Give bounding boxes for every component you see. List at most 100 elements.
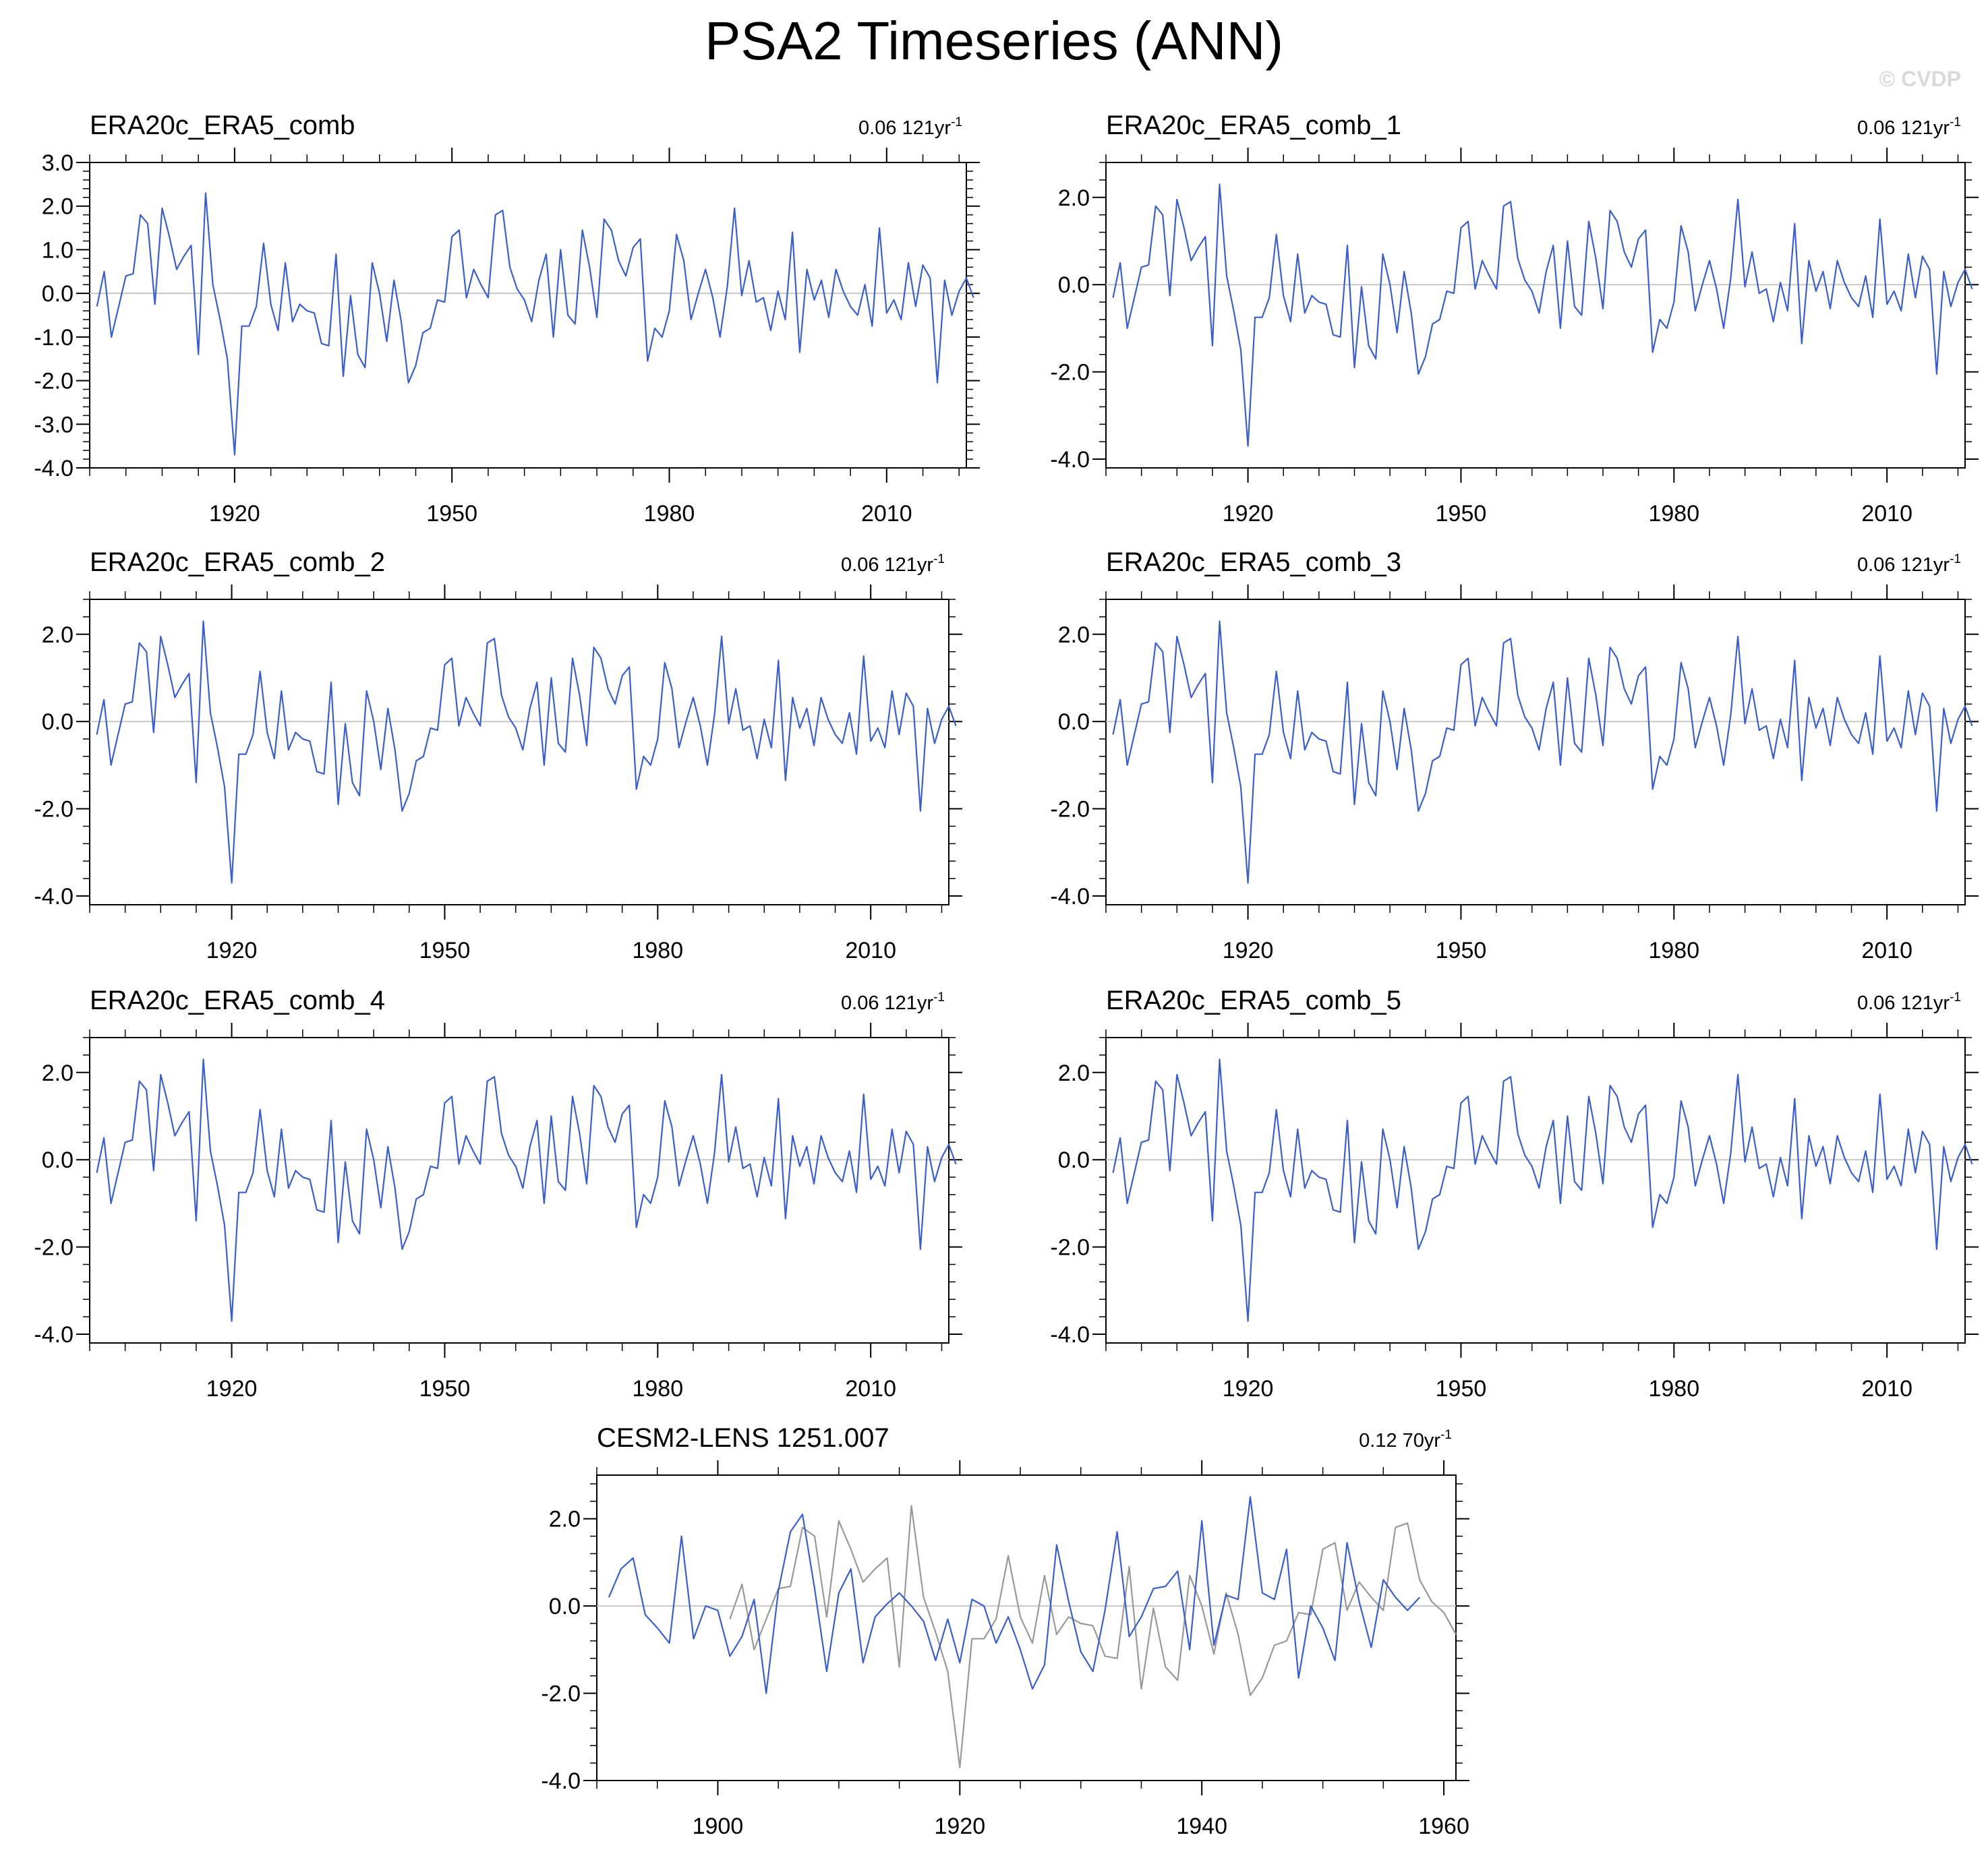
x-tick-label: 1950 — [426, 501, 477, 527]
y-tick-label: -4.0 — [34, 884, 74, 909]
x-tick-label: 1980 — [632, 1376, 683, 1402]
panel-title: ERA20c_ERA5_comb_3 — [1106, 547, 1401, 577]
x-tick-label: 1920 — [206, 938, 258, 963]
trend-value: 0.06 121yr — [858, 117, 951, 139]
obs-series-line — [96, 192, 974, 456]
y-tick-label: -2.0 — [1050, 797, 1090, 823]
x-tick-label: 1980 — [1648, 501, 1699, 527]
trend-label: 0.06 121yr-1 — [841, 990, 945, 1014]
y-tick-label: 2.0 — [1058, 622, 1090, 648]
panel-title: ERA20c_ERA5_comb_2 — [90, 547, 385, 577]
x-tick-label: 1940 — [1176, 1814, 1227, 1839]
trend-value: 0.06 121yr — [841, 554, 933, 576]
obs-series-line — [96, 620, 957, 884]
plot-frame — [89, 599, 949, 905]
x-tick-label: 1980 — [644, 501, 695, 527]
obs-series-line — [729, 1505, 1457, 1768]
obs-series-line — [96, 1058, 957, 1322]
trend-label: 0.12 70yr-1 — [1359, 1428, 1452, 1452]
x-tick-label: 2010 — [1861, 938, 1912, 963]
x-tick-label: 1920 — [1223, 938, 1274, 963]
chart-panel-3: ERA20c_ERA5_comb_3 0.06 121yr-1 2.0 0.0 -2.0… — [1050, 547, 1979, 963]
trend-label: 0.06 121yr-1 — [1857, 552, 1961, 576]
y-tick-label: 2.0 — [42, 1060, 74, 1086]
panel-title: ERA20c_ERA5_comb_5 — [1106, 986, 1401, 1015]
y-tick-label: -4.0 — [1050, 447, 1090, 473]
x-tick-label: 2010 — [845, 938, 896, 963]
y-tick-label: 2.0 — [42, 194, 74, 220]
chart-panel-4: ERA20c_ERA5_comb_4 0.06 121yr-1 2.0 0.0 -2.0… — [34, 986, 962, 1402]
y-tick-label: -4.0 — [1050, 884, 1090, 909]
y-tick-label: 2.0 — [549, 1507, 581, 1532]
x-tick-label: 1900 — [693, 1814, 744, 1839]
y-tick-label: -2.0 — [1050, 1235, 1090, 1261]
x-tick-label: 1920 — [1223, 1376, 1274, 1402]
trend-exponent: -1 — [951, 115, 962, 129]
y-tick-label: -2.0 — [541, 1681, 581, 1707]
x-tick-label: 2010 — [861, 501, 912, 527]
x-tick-label: 1980 — [1648, 1376, 1699, 1402]
y-tick-label: -4.0 — [541, 1768, 581, 1794]
model-series-line — [608, 1496, 1421, 1694]
figure-title: PSA2 Timeseries (ANN) — [705, 11, 1283, 71]
y-tick-label: 0.0 — [42, 281, 74, 307]
trend-exponent: -1 — [1950, 115, 1961, 129]
chart-panel-6: CESM2-LENS 1251.007 0.12 70yr-1 2.0 0.0 -2.0… — [541, 1423, 1469, 1839]
trend-label: 0.06 121yr-1 — [841, 552, 945, 576]
y-tick-label: 0.0 — [549, 1594, 581, 1619]
y-tick-label: -2.0 — [1050, 360, 1090, 386]
y-tick-label: 1.0 — [42, 237, 74, 263]
trend-exponent: -1 — [933, 990, 945, 1005]
plot-frame — [1105, 162, 1966, 469]
trend-value: 0.12 70yr — [1359, 1430, 1440, 1452]
trend-label: 0.06 121yr-1 — [858, 115, 962, 139]
panels: ERA20c_ERA5_comb 0.06 121yr-13.02.01.00.0… — [34, 111, 1979, 1839]
x-tick-label: 1920 — [1223, 501, 1274, 527]
y-tick-label: 0.0 — [42, 1147, 74, 1173]
panel-title: ERA20c_ERA5_comb_4 — [90, 986, 385, 1015]
trend-value: 0.06 121yr — [1857, 992, 1950, 1014]
plot-frame — [89, 162, 967, 469]
y-tick-label: -2.0 — [34, 369, 74, 394]
trend-label: 0.06 121yr-1 — [1857, 115, 1961, 139]
x-tick-label: 1950 — [1436, 1376, 1487, 1402]
plot-frame — [89, 1037, 949, 1344]
panel-title: ERA20c_ERA5_comb — [90, 111, 355, 140]
y-tick-label: -2.0 — [34, 797, 74, 823]
y-tick-label: -4.0 — [34, 456, 74, 481]
y-tick-label: 3.0 — [42, 150, 74, 176]
trend-value: 0.06 121yr — [841, 992, 933, 1014]
y-tick-label: 0.0 — [1058, 272, 1090, 298]
y-tick-label: -4.0 — [34, 1322, 74, 1348]
trend-exponent: -1 — [1950, 990, 1961, 1005]
y-tick-label: -1.0 — [34, 325, 74, 351]
y-tick-label: 0.0 — [1058, 709, 1090, 735]
y-tick-label: -4.0 — [1050, 1322, 1090, 1348]
y-tick-label: -3.0 — [34, 412, 74, 438]
obs-series-line — [1112, 620, 1973, 884]
plot-frame — [1105, 599, 1966, 905]
y-tick-label: 2.0 — [1058, 185, 1090, 211]
x-tick-label: 1920 — [209, 501, 260, 527]
x-tick-label: 1920 — [934, 1814, 985, 1839]
x-tick-label: 1950 — [419, 938, 471, 963]
trend-value: 0.06 121yr — [1857, 554, 1950, 576]
trend-exponent: -1 — [1440, 1428, 1452, 1442]
cvdp-credit: © CVDP — [1879, 67, 1961, 91]
plot-frame — [596, 1474, 1457, 1781]
panel-title: CESM2-LENS 1251.007 — [597, 1423, 889, 1453]
chart-panel-1: ERA20c_ERA5_comb_1 0.06 121yr-1 2.0 0.0 -2.0… — [1050, 111, 1979, 527]
chart-panel-5: ERA20c_ERA5_comb_5 0.06 121yr-1 2.0 0.0 -2.0… — [1050, 986, 1979, 1402]
x-tick-label: 2010 — [1861, 501, 1912, 527]
trend-label: 0.06 121yr-1 — [1857, 990, 1961, 1014]
x-tick-label: 2010 — [1861, 1376, 1912, 1402]
obs-series-line — [1112, 1058, 1973, 1322]
x-tick-label: 1980 — [1648, 938, 1699, 963]
y-tick-label: 2.0 — [1058, 1060, 1090, 1086]
chart-panel-2: ERA20c_ERA5_comb_2 0.06 121yr-1 2.0 0.0 -2.0… — [34, 547, 962, 963]
trend-value: 0.06 121yr — [1857, 117, 1950, 139]
x-tick-label: 1950 — [1436, 938, 1487, 963]
y-tick-label: 0.0 — [1058, 1147, 1090, 1173]
trend-exponent: -1 — [933, 552, 945, 566]
